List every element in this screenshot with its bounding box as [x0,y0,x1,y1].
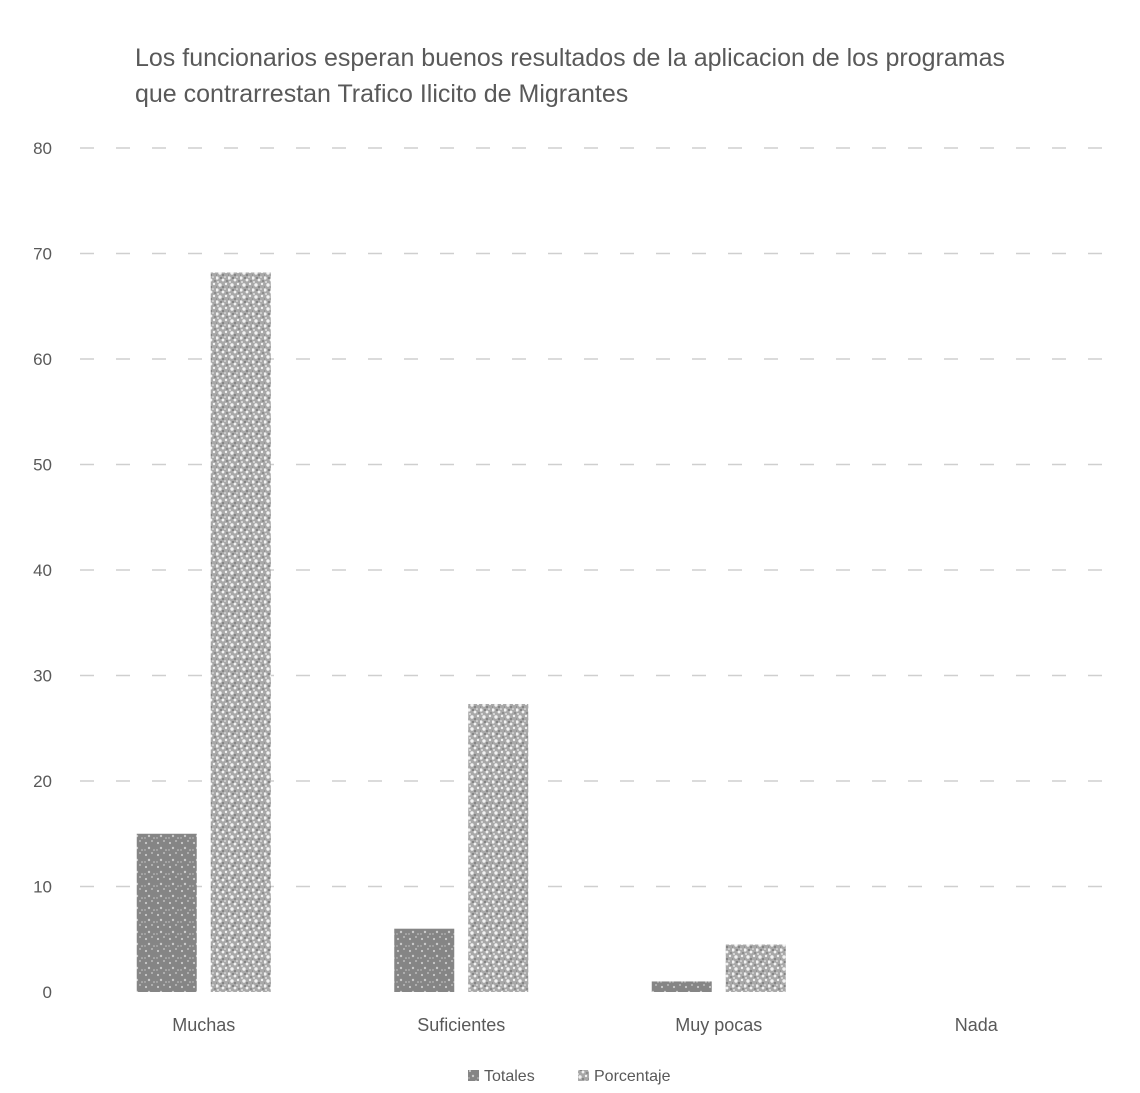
legend: Totales Porcentaje [468,1068,671,1085]
y-tick-label: 60 [33,350,52,369]
legend-swatch-totales [468,1070,479,1081]
category-label: Muy pocas [675,1015,762,1035]
bar-totales-1 [394,928,455,992]
bar-totales-2 [651,981,712,992]
y-tick-label: 50 [33,456,52,475]
bar-porcentaje-1 [468,703,529,992]
y-tick-label: 20 [33,772,52,791]
legend-item-totales: Totales [468,1068,535,1085]
chart-title: Los funcionarios esperan buenos resultad… [135,44,1005,108]
y-tick-label: 30 [33,667,52,686]
category-label: Suficientes [417,1015,505,1035]
y-tick-label: 80 [33,139,52,158]
y-tick-label: 70 [33,245,52,264]
bar-porcentaje-2 [725,944,786,992]
category-label: Muchas [172,1015,235,1035]
y-tick-label: 0 [43,983,52,1002]
bars [136,272,786,992]
legend-item-porcentaje: Porcentaje [578,1068,671,1085]
y-tick-label: 10 [33,878,52,897]
x-axis-category-labels: Muchas Suficientes Muy pocas Nada [172,1015,999,1035]
y-tick-label: 40 [33,561,52,580]
legend-swatch-porcentaje [578,1070,589,1081]
bar-porcentaje-0 [210,272,271,992]
category-label: Nada [955,1015,999,1035]
legend-label-totales: Totales [484,1068,535,1085]
bar-totales-0 [136,833,197,992]
legend-label-porcentaje: Porcentaje [594,1068,671,1085]
gridlines [80,147,1120,888]
y-axis-tick-labels: 0 10 20 30 40 50 60 70 80 [33,139,52,1002]
